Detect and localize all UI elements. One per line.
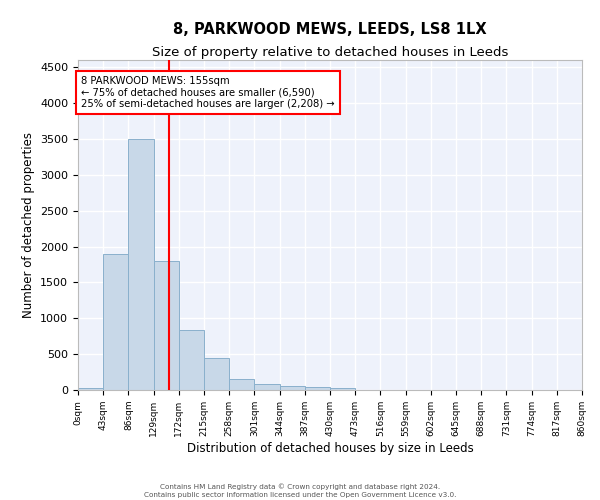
- Bar: [280, 386, 305, 390]
- Text: 8 PARKWOOD MEWS: 155sqm
← 75% of detached houses are smaller (6,590)
25% of semi: 8 PARKWOOD MEWS: 155sqm ← 75% of detache…: [81, 76, 335, 109]
- Bar: [254, 384, 280, 390]
- Bar: [128, 139, 154, 390]
- Text: 8, PARKWOOD MEWS, LEEDS, LS8 1LX: 8, PARKWOOD MEWS, LEEDS, LS8 1LX: [173, 22, 487, 38]
- Bar: [305, 387, 330, 390]
- Bar: [179, 330, 204, 390]
- Bar: [154, 261, 179, 390]
- Y-axis label: Number of detached properties: Number of detached properties: [22, 132, 35, 318]
- Bar: [229, 378, 254, 390]
- X-axis label: Distribution of detached houses by size in Leeds: Distribution of detached houses by size …: [187, 442, 473, 454]
- Bar: [204, 358, 229, 390]
- Bar: [103, 254, 128, 390]
- Title: Size of property relative to detached houses in Leeds: Size of property relative to detached ho…: [152, 46, 508, 59]
- Text: Contains HM Land Registry data © Crown copyright and database right 2024.
Contai: Contains HM Land Registry data © Crown c…: [144, 484, 456, 498]
- Bar: [330, 388, 355, 390]
- Bar: [78, 388, 103, 390]
